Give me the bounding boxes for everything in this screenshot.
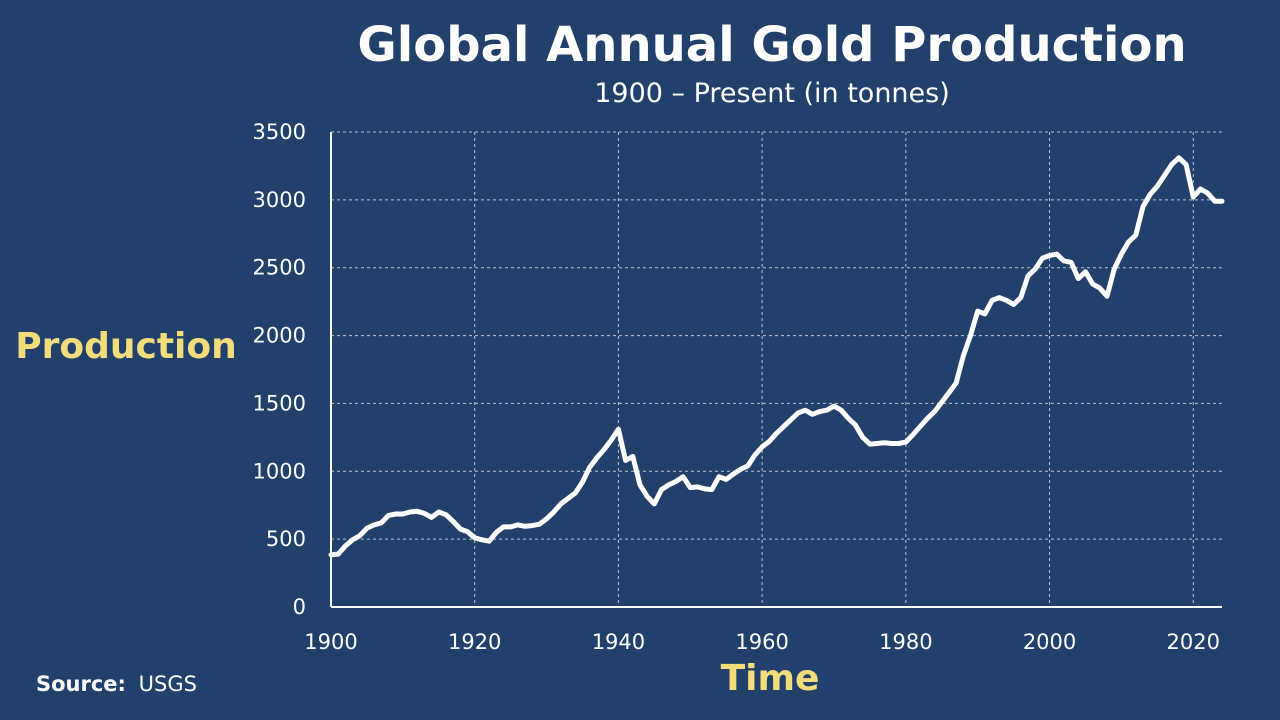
y-tick-label: 3000 bbox=[253, 188, 306, 212]
x-tick-label: 2020 bbox=[1167, 630, 1220, 654]
source-note: Source: USGS bbox=[36, 672, 197, 696]
x-tick-label: 1960 bbox=[735, 630, 788, 654]
x-axis-title: Time bbox=[721, 658, 820, 699]
x-tick-label: 1980 bbox=[879, 630, 932, 654]
tick-labels: 0 500 1000 1500 2000 2500 3000 3500 1900 1920 1940… bbox=[253, 120, 1220, 654]
x-tick-label: 2000 bbox=[1023, 630, 1076, 654]
y-tick-label: 3500 bbox=[253, 120, 306, 144]
y-tick-label: 2000 bbox=[253, 324, 306, 348]
y-tick-label: 500 bbox=[266, 527, 306, 551]
source-value: USGS bbox=[139, 672, 197, 696]
y-tick-label: 1000 bbox=[253, 459, 306, 483]
series-layer bbox=[328, 155, 1225, 558]
y-tick-label: 1500 bbox=[253, 391, 306, 415]
gridlines bbox=[330, 131, 1222, 607]
y-tick-label: 2500 bbox=[253, 256, 306, 280]
source-label: Source: bbox=[36, 672, 126, 696]
series-line-gold-production bbox=[328, 155, 1225, 558]
x-tick-label: 1920 bbox=[448, 630, 501, 654]
chart-title: Global Annual Gold Production bbox=[357, 17, 1186, 73]
x-tick-label: 1900 bbox=[304, 630, 357, 654]
x-tick-label: 1940 bbox=[592, 630, 645, 654]
axes bbox=[330, 132, 1222, 608]
chart-subtitle: 1900 – Present (in tonnes) bbox=[594, 78, 950, 109]
y-axis-title: Production bbox=[15, 326, 237, 367]
y-tick-label: 0 bbox=[293, 595, 306, 619]
